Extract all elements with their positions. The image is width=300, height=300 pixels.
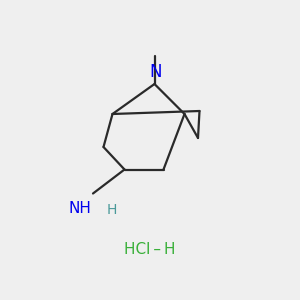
Text: H: H bbox=[106, 202, 117, 217]
Text: NH: NH bbox=[69, 201, 92, 216]
Text: HCl – H: HCl – H bbox=[124, 242, 176, 256]
Text: N: N bbox=[150, 63, 162, 81]
